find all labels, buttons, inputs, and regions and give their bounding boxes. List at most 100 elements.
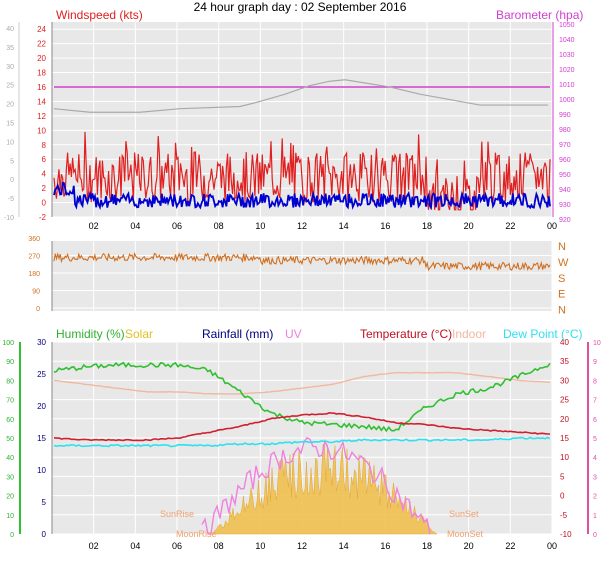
- uv-tick-label: 7: [593, 398, 597, 405]
- humidity-tick-label: 100: [2, 340, 14, 347]
- x-tick-label: 20: [464, 221, 474, 231]
- windspeed-tick-label: 6: [42, 155, 47, 164]
- humidity-tick-label: 40: [6, 455, 14, 462]
- outer-tick-label: 40: [6, 26, 14, 33]
- outer-tick-label: -5: [8, 196, 14, 203]
- rainfall-label: Rainfall (mm): [202, 327, 273, 341]
- x-tick-label: 14: [339, 221, 349, 231]
- rainfall-tick-label: 15: [37, 434, 46, 443]
- rainfall-tick-label: 30: [37, 338, 46, 347]
- temperature-tick-label: 20: [560, 415, 569, 424]
- x-tick-label: 08: [214, 541, 224, 551]
- outer-tick-label: 5: [10, 158, 14, 165]
- temperature-label: Temperature (°C): [360, 327, 452, 341]
- uv-line: [201, 436, 431, 535]
- barometer-tick-label: 1000: [559, 97, 575, 104]
- uv-tick-label: 1: [593, 513, 597, 520]
- x-tick-label: 04: [130, 541, 140, 551]
- x-tick-label: 10: [255, 541, 265, 551]
- series-layer: [53, 79, 551, 535]
- x-tick-label: 08: [214, 221, 224, 231]
- outer-tick-label: -10: [4, 215, 14, 222]
- x-tick-label: 20: [464, 541, 474, 551]
- direction-tick-label: 360: [28, 236, 40, 243]
- uv-tick-label: 10: [593, 340, 601, 347]
- temperature-tick-label: 15: [560, 434, 569, 443]
- indoor-label: Indoor: [452, 327, 486, 341]
- compass-label: E: [558, 289, 565, 301]
- uv-tick-label: 3: [593, 474, 597, 481]
- compass-label: N: [558, 305, 566, 317]
- sunset-label: SunSet: [449, 509, 479, 519]
- moonrise-label: MoonRise: [176, 529, 217, 539]
- temperature-tick-label: -5: [560, 511, 568, 520]
- outer-tick-label: 15: [6, 121, 14, 128]
- x-tick-label: 06: [172, 541, 182, 551]
- x-tick-label: 00: [547, 541, 557, 551]
- humidity-tick-label: 60: [6, 417, 14, 424]
- temperature-tick-label: 35: [560, 357, 569, 366]
- uv-tick-label: 9: [593, 359, 597, 366]
- barometer-tick-label: 990: [559, 112, 571, 119]
- rainfall-tick-label: 0: [42, 530, 47, 539]
- compass-label: N: [558, 241, 566, 253]
- windspeed-tick-label: -2: [39, 213, 47, 222]
- windspeed-tick-label: 10: [37, 126, 46, 135]
- x-tick-label: 12: [297, 541, 307, 551]
- windspeed-label: Windspeed (kts): [56, 8, 143, 22]
- average-wind-line: [53, 181, 551, 211]
- moonset-label: MoonSet: [447, 529, 484, 539]
- barometer-tick-label: 1010: [559, 82, 575, 89]
- direction-tick-label: 0: [36, 306, 40, 313]
- rainfall-tick-label: 25: [37, 370, 46, 379]
- humidity-tick-label: 80: [6, 378, 14, 385]
- x-tick-label: 00: [547, 221, 557, 231]
- barometer-tick-label: 930: [559, 202, 571, 209]
- humidity-tick-label: 0: [10, 532, 14, 539]
- x-tick-label: 14: [339, 541, 349, 551]
- barometer-label: Barometer (hpa): [496, 8, 583, 22]
- windspeed-tick-label: 16: [37, 83, 46, 92]
- solar-label: Solar: [125, 327, 153, 341]
- temperature-tick-label: 10: [560, 453, 569, 462]
- x-tick-label: 02: [89, 221, 99, 231]
- rainfall-tick-label: 10: [37, 466, 46, 475]
- uv-tick-label: 5: [593, 436, 597, 443]
- barometer-tick-label: 1040: [559, 37, 575, 44]
- barometer-tick-label: 960: [559, 157, 571, 164]
- rainfall-tick-label: 20: [37, 402, 46, 411]
- outer-tick-label: 25: [6, 83, 14, 90]
- sunrise-label: SunRise: [160, 509, 194, 519]
- windspeed-tick-label: 2: [42, 184, 47, 193]
- barometer-tick-label: 1050: [559, 22, 575, 29]
- uv-label: UV: [285, 327, 302, 341]
- uv-tick-label: 8: [593, 378, 597, 385]
- windspeed-tick-label: 14: [37, 97, 46, 106]
- temperature-tick-label: 5: [560, 472, 565, 481]
- direction-tick-label: 180: [28, 271, 40, 278]
- uv-tick-label: 0: [593, 532, 597, 539]
- x-tick-label: 18: [422, 221, 432, 231]
- humidity-label: Humidity (%): [56, 327, 125, 341]
- uv-tick-label: 2: [593, 494, 597, 501]
- axes: 242220181614121086420-24035302520151050-…: [2, 22, 601, 551]
- temperature-tick-label: 0: [560, 492, 565, 501]
- outer-tick-label: 35: [6, 45, 14, 52]
- direction-tick-label: 90: [32, 289, 40, 296]
- page-title: 24 hour graph day : 02 September 2016: [194, 0, 407, 14]
- outer-tick-label: 10: [6, 139, 14, 146]
- dewpoint-label: Dew Point (°C): [503, 327, 582, 341]
- rainfall-tick-label: 5: [42, 498, 47, 507]
- barometer-tick-label: 950: [559, 172, 571, 179]
- humidity-tick-label: 10: [6, 513, 14, 520]
- windspeed-tick-label: 0: [42, 199, 47, 208]
- humidity-tick-label: 70: [6, 398, 14, 405]
- x-tick-label: 02: [89, 541, 99, 551]
- outer-tick-label: 0: [10, 177, 14, 184]
- temperature-line: [53, 411, 550, 442]
- outer-tick-label: 20: [6, 102, 14, 109]
- humidity-tick-label: 90: [6, 359, 14, 366]
- wind-direction-line: [53, 251, 551, 272]
